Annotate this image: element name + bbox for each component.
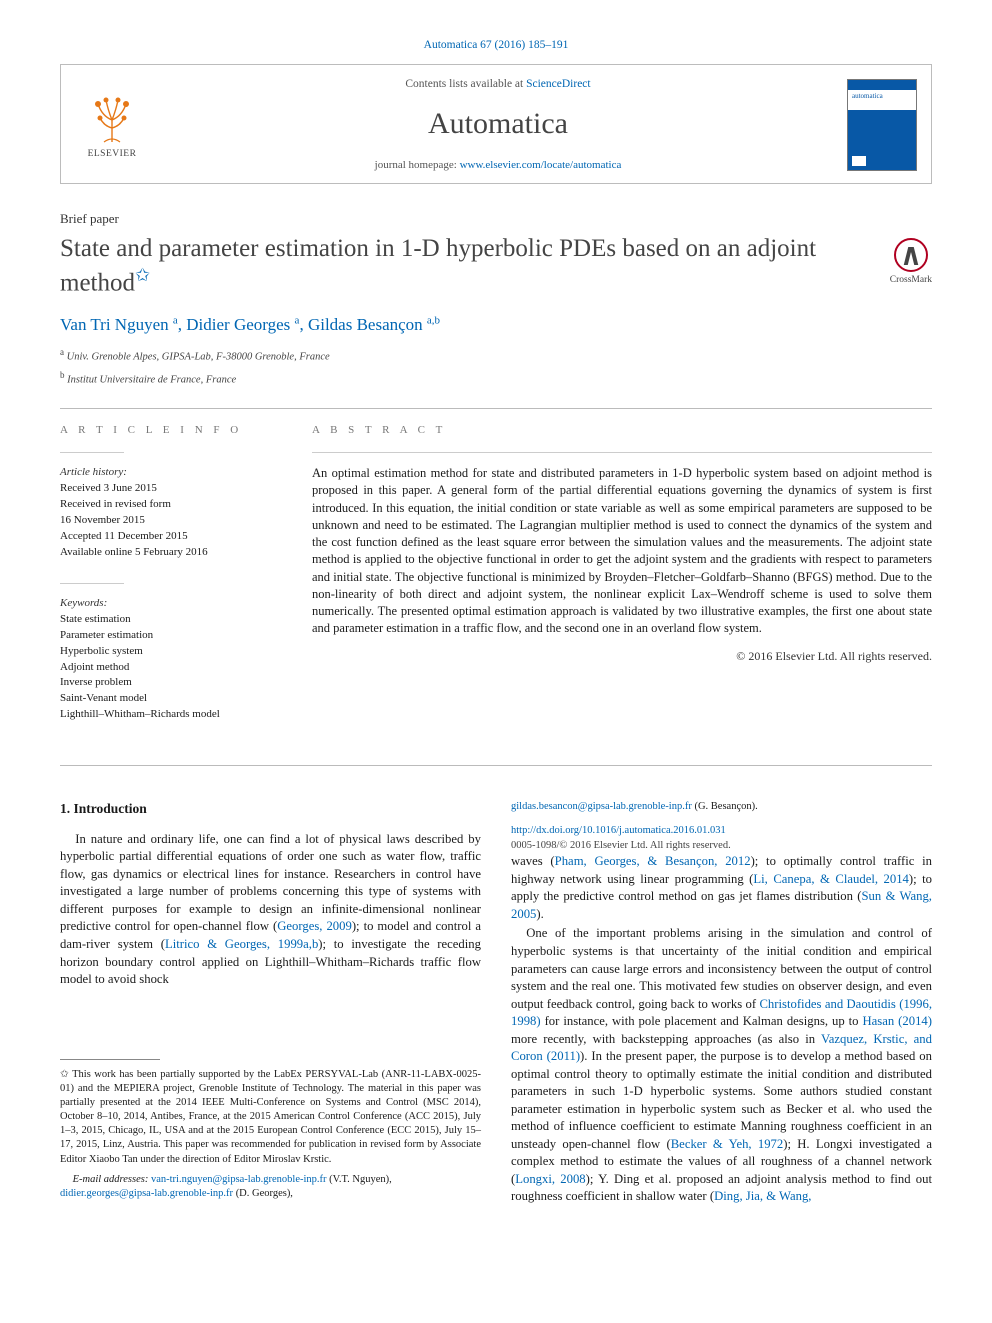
keywords-label: Keywords: (60, 596, 278, 612)
cite-ding-jia-wang[interactable]: Ding, Jia, & Wang, (714, 1189, 811, 1203)
article-history-block: Article history: Received 3 June 2015Rec… (60, 465, 278, 561)
cite-becker-yeh-1972[interactable]: Becker & Yeh, 1972 (671, 1137, 784, 1151)
intro-para-1: In nature and ordinary life, one can fin… (60, 831, 481, 989)
keyword: State estimation (60, 612, 278, 628)
info-abstract-row: A R T I C L E I N F O Article history: R… (60, 423, 932, 745)
article-info-heading: A R T I C L E I N F O (60, 423, 278, 438)
contents-prefix: Contents lists available at (405, 78, 526, 90)
funding-footnote: ✩ This work has been partially supported… (60, 1068, 481, 1167)
footnote-separator (60, 1059, 160, 1060)
keyword: Hyperbolic system (60, 644, 278, 660)
homepage-prefix: journal homepage: (375, 159, 460, 171)
publisher-logo: ELSEVIER (75, 84, 149, 166)
para3c: more recently, with backstepping approac… (511, 1032, 821, 1046)
journal-name: Automatica (167, 103, 829, 144)
keyword: Saint-Venant model (60, 691, 278, 707)
para3b: for instance, with pole placement and Ka… (541, 1014, 863, 1028)
abstract-heading: A B S T R A C T (312, 423, 932, 438)
body-columns: 1. Introduction In nature and ordinary l… (60, 800, 932, 1205)
doi-link[interactable]: http://dx.doi.org/10.1016/j.automatica.2… (511, 825, 726, 836)
cite-georges-2009[interactable]: Georges, 2009 (277, 919, 352, 933)
journal-homepage-line: journal homepage: www.elsevier.com/locat… (167, 158, 829, 173)
para2a: waves ( (511, 854, 555, 868)
abstract-copyright: © 2016 Elsevier Ltd. All rights reserved… (312, 648, 932, 665)
email-label: E-mail addresses: (73, 1174, 149, 1185)
abstract-column: A B S T R A C T An optimal estimation me… (312, 423, 932, 745)
funding-text: This work has been partially supported b… (60, 1069, 481, 1165)
divider-bottom (60, 765, 932, 766)
journal-reference: Automatica 67 (2016) 185–191 (60, 38, 932, 54)
crossmark-badge[interactable]: CrossMark (890, 238, 932, 287)
masthead-center: Contents lists available at ScienceDirec… (167, 77, 829, 173)
contents-list-line: Contents lists available at ScienceDirec… (167, 77, 829, 93)
crossmark-icon (894, 238, 928, 272)
divider-top (60, 408, 932, 409)
affiliation: a Univ. Grenoble Alpes, GIPSA-Lab, F-380… (60, 346, 932, 365)
title-row: State and parameter estimation in 1-D hy… (60, 234, 932, 298)
affiliation: b Institut Universitaire de France, Fran… (60, 369, 932, 388)
intro-para-2: waves (Pham, Georges, & Besançon, 2012);… (511, 853, 932, 923)
history-line: 16 November 2015 (60, 513, 278, 529)
cite-li-2014[interactable]: Li, Canepa, & Claudel, 2014 (753, 872, 909, 886)
homepage-link[interactable]: www.elsevier.com/locate/automatica (460, 159, 622, 171)
authors: Van Tri Nguyen a, Didier Georges a, Gild… (60, 313, 932, 336)
article-info-column: A R T I C L E I N F O Article history: R… (60, 423, 278, 745)
email-link[interactable]: gildas.besancon@gipsa-lab.grenoble-inp.f… (511, 801, 692, 812)
doi-block: http://dx.doi.org/10.1016/j.automatica.2… (511, 824, 932, 853)
section-1-heading: 1. Introduction (60, 800, 481, 819)
email-link[interactable]: van-tri.nguyen@gipsa-lab.grenoble-inp.fr (151, 1174, 327, 1185)
keyword: Parameter estimation (60, 628, 278, 644)
title-footnote-marker: ✩ (135, 265, 150, 285)
cite-hasan-2014[interactable]: Hasan (2014) (863, 1014, 933, 1028)
cite-longxi-2008[interactable]: Longxi, 2008 (515, 1172, 585, 1186)
journal-reference-link[interactable]: Automatica 67 (2016) 185–191 (424, 39, 569, 51)
cite-litrico-georges-1999[interactable]: Litrico & Georges, 1999a,b (165, 937, 318, 951)
history-line: Received 3 June 2015 (60, 481, 278, 497)
history-label: Article history: (60, 465, 278, 481)
paper-title: State and parameter estimation in 1-D hy… (60, 234, 870, 298)
keyword: Lighthill–Whitham–Richards model (60, 707, 278, 723)
history-line: Accepted 11 December 2015 (60, 529, 278, 545)
crossmark-label: CrossMark (890, 274, 932, 287)
keyword: Inverse problem (60, 675, 278, 691)
cite-pham-2012[interactable]: Pham, Georges, & Besançon, 2012 (555, 854, 751, 868)
funding-marker: ✩ (60, 1069, 69, 1080)
history-line: Available online 5 February 2016 (60, 545, 278, 561)
history-line: Received in revised form (60, 497, 278, 513)
para2d: ). (536, 907, 543, 921)
issn-copyright: 0005-1098/© 2016 Elsevier Ltd. All right… (511, 840, 731, 851)
para3d: ). In the present paper, the purpose is … (511, 1049, 932, 1151)
publisher-name: ELSEVIER (88, 148, 137, 161)
keywords-block: Keywords: State estimationParameter esti… (60, 596, 278, 724)
masthead: ELSEVIER Contents lists available at Sci… (60, 64, 932, 184)
elsevier-tree-icon (84, 90, 140, 146)
email-link[interactable]: didier.georges@gipsa-lab.grenoble-inp.fr (60, 1188, 233, 1199)
paper-title-text: State and parameter estimation in 1-D hy… (60, 235, 816, 296)
keyword: Adjoint method (60, 660, 278, 676)
journal-cover-thumbnail: automatica (847, 79, 917, 171)
paper-type: Brief paper (60, 210, 932, 228)
abstract-text: An optimal estimation method for state a… (312, 465, 932, 638)
intro-para-3: One of the important problems arising in… (511, 925, 932, 1205)
cover-title: automatica (852, 92, 883, 102)
sciencedirect-link[interactable]: ScienceDirect (526, 78, 591, 90)
